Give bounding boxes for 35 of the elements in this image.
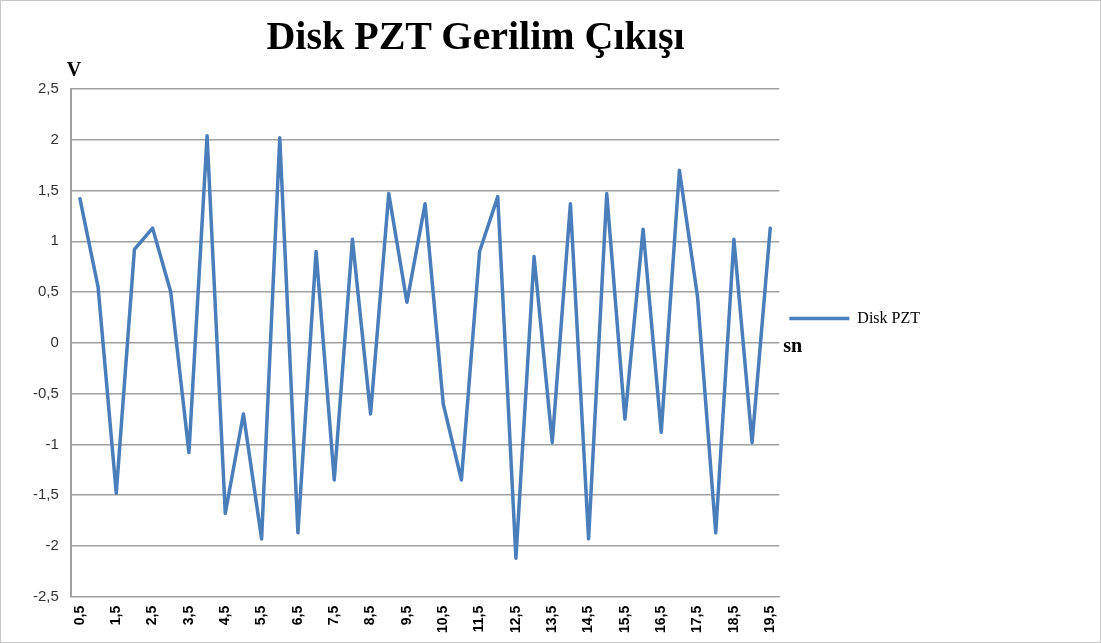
x-tick-label: 2,5 (143, 605, 160, 626)
x-tick-label: 18,5 (724, 605, 741, 633)
x-tick-label: 3,5 (179, 605, 196, 626)
chart-title: Disk PZT Gerilim Çıkışı (266, 13, 685, 59)
y-tick-label: -1 (45, 434, 59, 452)
x-tick-label: 16,5 (652, 605, 669, 633)
x-tick-label: 14,5 (579, 605, 596, 633)
y-tick-label: 1 (50, 231, 59, 249)
x-tick-label: 15,5 (615, 605, 632, 633)
y-tick-label: 2 (50, 129, 59, 147)
y-tick-label: -0,5 (32, 383, 59, 401)
x-tick-label: 1,5 (107, 605, 124, 626)
y-tick-label: -2,5 (32, 586, 59, 604)
x-tick-label: 10,5 (434, 605, 451, 633)
x-tick-label: 12,5 (506, 605, 523, 633)
x-tick-label: 8,5 (361, 605, 378, 626)
y-axis-title: V (66, 58, 82, 81)
x-tick-label: 7,5 (325, 605, 342, 626)
x-tick-label: 6,5 (288, 605, 305, 626)
x-tick-label: 11,5 (470, 605, 487, 633)
x-tick-label: 4,5 (216, 605, 233, 626)
y-tick-label: -2 (45, 536, 59, 554)
x-tick-label: 0,5 (70, 605, 87, 626)
legend-label: Disk PZT (857, 308, 921, 326)
x-tick-label: 9,5 (397, 605, 414, 626)
y-tick-label: 0 (50, 333, 59, 351)
x-tick-label: 19,5 (761, 605, 778, 633)
y-tick-label: 0,5 (37, 282, 59, 300)
y-tick-label: -1,5 (32, 485, 59, 503)
x-tick-label: 5,5 (252, 605, 269, 626)
y-tick-label: 2,5 (37, 79, 59, 97)
x-axis-title: sn (783, 334, 803, 357)
x-tick-label: 13,5 (543, 605, 560, 633)
y-tick-label: 1,5 (37, 180, 59, 198)
x-tick-label: 17,5 (688, 605, 705, 633)
